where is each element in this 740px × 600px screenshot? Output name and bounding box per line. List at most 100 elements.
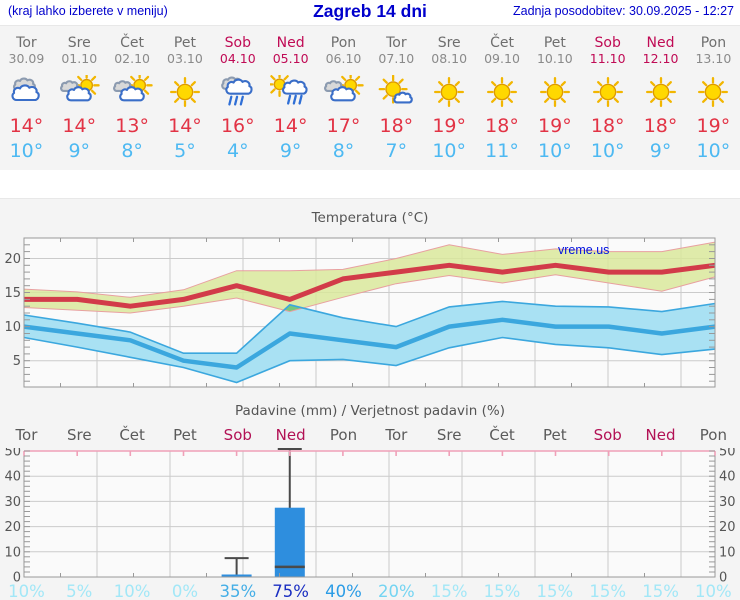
weather-icon — [159, 75, 212, 111]
sunny-weather-icon — [698, 77, 729, 107]
day-date-label: 02.10 — [114, 51, 150, 66]
day-name-label: Čet — [490, 35, 514, 51]
day-name-label: Sob — [224, 35, 251, 51]
temp-minor-ticks — [24, 238, 715, 387]
day-column: Čet 02.10 13° 8° — [106, 26, 159, 170]
temp-y-axis-labels: 5 10 15 20 — [4, 252, 21, 369]
day-date-label: 03.10 — [167, 51, 203, 66]
precip-day-label: Čet — [489, 426, 515, 444]
precip-probability-row: 10% 5% 10% 0% 35% 75% 40% 20% 15% 15% 15% 15% 15% 10% — [0, 582, 740, 600]
low-temp-label: 10° — [696, 140, 731, 162]
low-temp-label: 5° — [174, 140, 196, 162]
day-column: Pet 03.10 14° 5° — [159, 26, 212, 170]
weather-icon — [317, 75, 370, 111]
precip-day-label: Pon — [699, 426, 727, 444]
menu-hint-text: (kraj lahko izberete v meniju) — [8, 4, 168, 18]
weather-icon — [423, 75, 476, 111]
precip-probability-label: 15% — [642, 582, 679, 600]
precip-y-axis-labels: 0 0 10 10 20 20 30 30 40 40 50 50 — [4, 448, 735, 582]
low-temp-label: 9° — [279, 140, 302, 162]
precip-minor-ticks — [24, 450, 715, 577]
day-column: Sre 08.10 19° 10° — [423, 26, 476, 170]
day-date-label: 09.10 — [484, 51, 520, 66]
day-column: Pon 06.10 17° 8° — [317, 26, 370, 170]
svg-text:50: 50 — [719, 448, 736, 460]
precip-day-label: Sob — [593, 426, 622, 444]
precip-day-label: Sre — [66, 426, 92, 444]
day-name-label: Sob — [594, 35, 621, 51]
svg-text:20: 20 — [719, 520, 736, 535]
precip-whisker — [224, 557, 249, 577]
precipitation-chart-title: Padavine (mm) / Verjetnost padavin (%) — [235, 403, 505, 419]
high-temp-label: 19° — [696, 115, 731, 137]
sunny-weather-icon — [169, 77, 200, 107]
sunny-weather-icon — [592, 77, 623, 107]
svg-text:40: 40 — [719, 470, 736, 485]
precipitation-chart: 0 0 10 10 20 20 30 30 40 40 50 50 — [4, 448, 736, 582]
day-column: Ned 05.10 14° 9° — [264, 26, 317, 170]
sun-clouds-weather-icon — [113, 75, 153, 102]
day-column: Sob 04.10 16° 4° — [211, 26, 264, 170]
svg-text:10: 10 — [719, 545, 736, 560]
watermark-link[interactable]: vreme.us — [558, 243, 610, 257]
precip-probability-label: 15% — [430, 582, 468, 600]
weather-icon — [53, 75, 106, 111]
svg-text:0: 0 — [13, 571, 21, 583]
page-header: (kraj lahko izberete v meniju) Zagreb 14… — [0, 0, 740, 25]
temperature-chart: 5 10 15 20 — [4, 237, 716, 388]
day-name-label: Ned — [646, 35, 675, 51]
high-temp-label: 18° — [643, 115, 678, 137]
weather-icon — [264, 75, 317, 111]
weather-icon — [528, 75, 581, 111]
high-temp-label: 19° — [432, 115, 467, 137]
page-title: Zagreb 14 dni — [313, 1, 427, 21]
svg-text:5: 5 — [13, 354, 21, 369]
high-temp-label: 18° — [379, 115, 414, 137]
weather-icon — [634, 75, 687, 111]
tmin-band-upper-edge — [23, 300, 716, 354]
high-temp-label: 16° — [220, 115, 255, 137]
precip-probability-label: 40% — [325, 582, 362, 600]
precip-day-label: Sre — [436, 426, 462, 444]
weather-icon — [687, 75, 740, 111]
low-temp-label: 10° — [9, 140, 44, 162]
svg-text:0: 0 — [719, 571, 727, 583]
day-date-label: 13.10 — [695, 51, 732, 66]
sun-clouds-weather-icon — [60, 75, 100, 102]
tmax-band-lower-edge — [23, 274, 716, 314]
precip-probability-label: 0% — [171, 582, 199, 600]
tmax-band-upper-edge — [23, 241, 716, 298]
high-temp-label: 14° — [9, 115, 44, 137]
precip-probability-label: 10% — [113, 582, 151, 600]
weather-icon — [106, 75, 159, 111]
day-date-label: 08.10 — [431, 51, 468, 66]
day-date-label: 04.10 — [219, 51, 256, 66]
day-name-label: Sre — [67, 35, 91, 51]
precip-day-labels-row: Tor Sre Čet Pet Sob Ned Pon Tor Sre Čet Pet Sob Ned P… — [0, 424, 740, 448]
high-temp-label: 17° — [326, 115, 361, 137]
low-temp-label: 9° — [68, 140, 91, 162]
day-name-label: Sre — [437, 35, 461, 51]
day-column: Sre 01.10 14° 9° — [53, 26, 106, 170]
tmin-line — [23, 317, 716, 370]
sunny-weather-icon — [487, 77, 518, 107]
low-temp-label: 4° — [227, 140, 249, 162]
day-date-label: 05.10 — [272, 51, 309, 66]
day-column: Tor 30.09 14° 10° — [0, 26, 53, 170]
precip-probability-label: 75% — [272, 582, 309, 600]
day-date-label: 12.10 — [642, 51, 679, 66]
section-divider — [0, 170, 740, 198]
precip-probability-label: 20% — [377, 582, 415, 600]
precip-day-label: Ned — [645, 426, 676, 444]
low-temp-label: 11° — [485, 140, 519, 162]
day-column: Pet 10.10 19° 10° — [528, 26, 581, 170]
precip-day-label: Sob — [223, 426, 252, 444]
svg-text:15: 15 — [4, 286, 21, 301]
day-column: Pon 13.10 19° 10° — [687, 26, 740, 170]
day-name-label: Tor — [386, 35, 407, 51]
day-name-label: Čet — [120, 35, 145, 51]
sunny-weather-icon — [434, 77, 465, 107]
high-temp-label: 18° — [590, 115, 625, 137]
low-temp-label: 7° — [385, 140, 408, 162]
